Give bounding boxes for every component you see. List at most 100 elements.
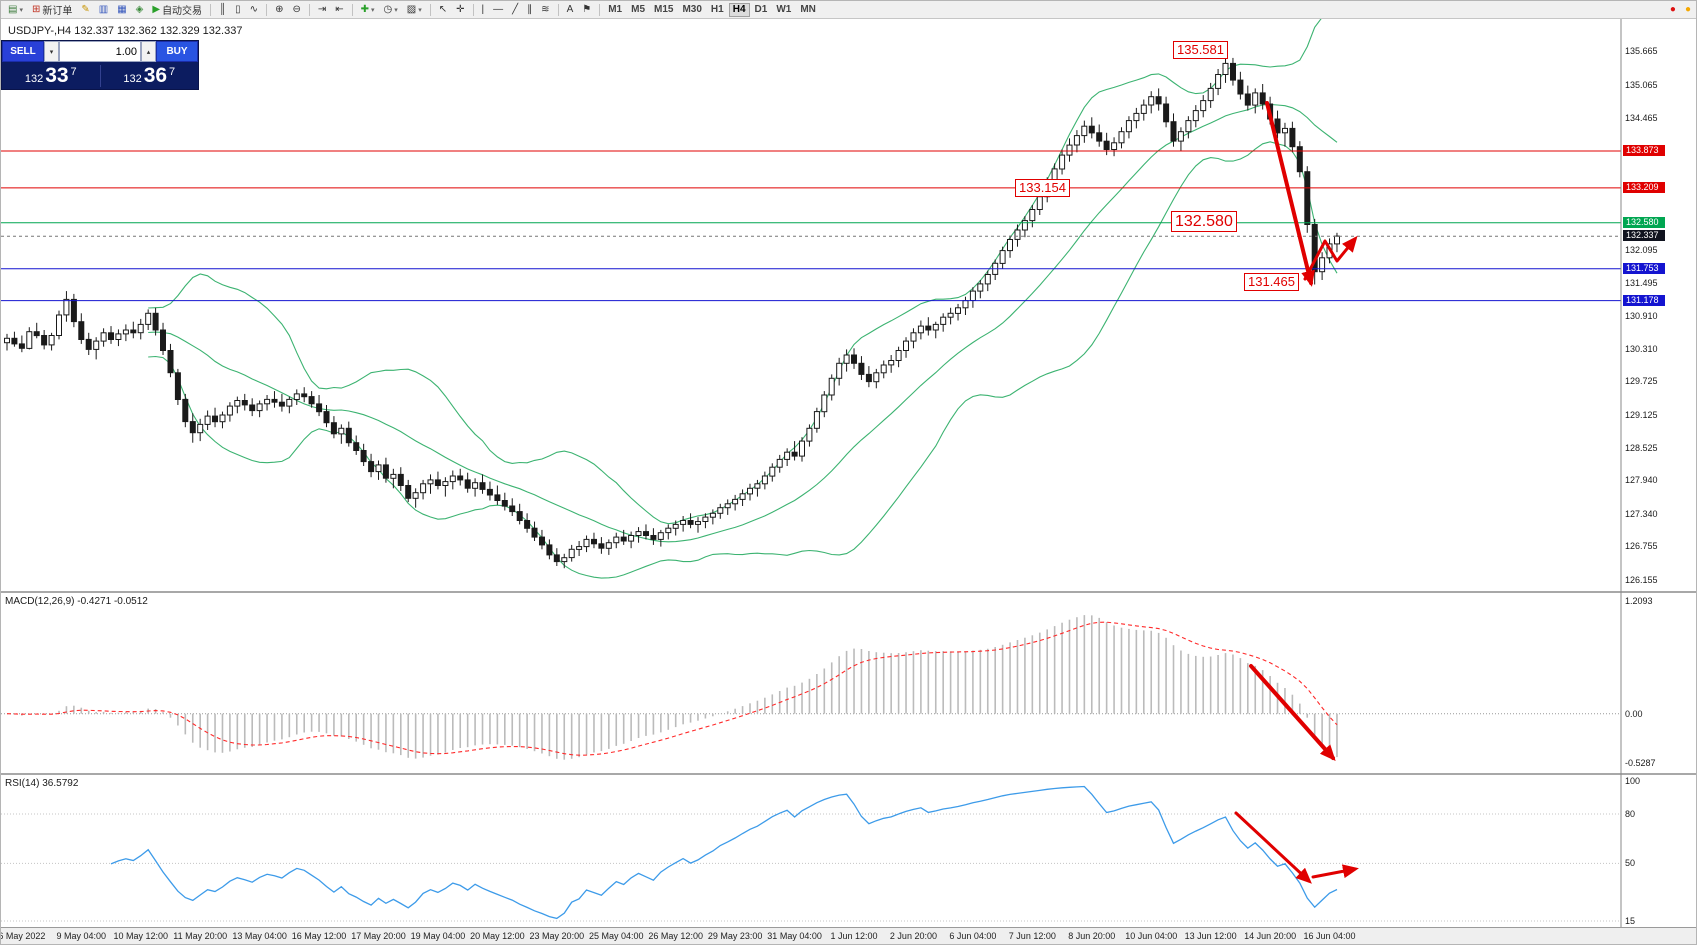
toolbar-separator (266, 3, 268, 16)
text-icon: A (566, 3, 574, 15)
macd-axis-label: -0.5287 (1625, 758, 1656, 768)
price-axis-label: 131.495 (1625, 278, 1658, 289)
periods-icon: ◷ (383, 3, 393, 15)
tf-m1-button[interactable]: M1 (604, 3, 626, 17)
new-chart-button[interactable]: ▤ ▾ (4, 2, 27, 18)
bar-chart-icon: ║ (219, 3, 227, 15)
time-axis-label: 6 Jun 04:00 (949, 931, 997, 941)
price-axis-label: 128.525 (1625, 443, 1658, 453)
market-watch-button[interactable]: ▥ (95, 2, 112, 18)
news-status-button[interactable]: ● (1681, 2, 1695, 18)
price-axis-label: 132.095 (1625, 244, 1658, 255)
trendline-button[interactable]: ╱ (508, 2, 522, 18)
volume-decrease-button[interactable]: ▾ (44, 41, 59, 62)
price-annotation-box[interactable]: 133.154 (1015, 179, 1070, 197)
price-annotation-box[interactable]: 132.580 (1171, 211, 1237, 233)
bid-pips: 33 (45, 64, 69, 87)
ask-pips: 36 (143, 64, 168, 87)
rsi-axis-label: 15 (1625, 916, 1636, 926)
time-axis-label: 7 Jun 12:00 (1008, 931, 1056, 941)
time-axis-label: 9 May 04:00 (56, 931, 107, 941)
price-axis-label: 130.310 (1625, 343, 1658, 354)
periods-button[interactable]: ◷ ▾ (380, 2, 402, 18)
trendline-icon: ╱ (512, 3, 519, 15)
candlestick-chart-button[interactable]: ▯ (231, 2, 245, 18)
bid-point: 7 (70, 66, 77, 78)
price-level-marker: 131.753 (1623, 262, 1665, 274)
tf-h1-button[interactable]: H1 (707, 3, 728, 17)
price-axis-label: 127.940 (1625, 475, 1658, 486)
autotrading-icon: ▶ (152, 3, 161, 15)
cursor-button[interactable]: ↖ (435, 2, 451, 18)
tf-d1-button[interactable]: D1 (751, 3, 772, 17)
autotrading-button[interactable]: ▶ 自动交易 (148, 2, 206, 18)
toolbar-separator (472, 3, 474, 16)
tf-w1-button[interactable]: W1 (772, 3, 795, 17)
macd-axis-label: 1.2093 (1625, 596, 1653, 606)
tf-m30-label: M30 (682, 4, 702, 15)
tf-h4-button[interactable]: H4 (728, 2, 750, 17)
toolbar-separator (429, 3, 431, 16)
new-order-button[interactable]: ⊞ 新订单 (28, 2, 76, 18)
equidistant-channel-icon: ∥ (527, 3, 533, 15)
tf-m1-label: M1 (608, 4, 623, 15)
ask-point: 7 (169, 66, 176, 78)
tf-m30-button[interactable]: M30 (678, 3, 705, 17)
chart-title: USDJPY-,H4 132.337 132.362 132.329 132.3… (8, 25, 243, 37)
time-axis-label: 17 May 20:00 (351, 931, 406, 941)
market-watch-icon: ▥ (98, 3, 109, 15)
metaeditor-button[interactable]: ✎ (77, 2, 93, 18)
indicators-button[interactable]: ✚ ▾ (357, 2, 379, 18)
rsi-label: RSI(14) 36.5792 (5, 778, 79, 789)
time-axis-label: 2 Jun 20:00 (889, 931, 937, 941)
volume-increase-button[interactable]: ▴ (141, 41, 156, 62)
crosshair-icon: ✛ (456, 3, 465, 15)
volume-input[interactable] (59, 41, 141, 62)
auto-scroll-button[interactable]: ⇥ (314, 2, 330, 18)
price-annotation-box[interactable]: 135.581 (1173, 41, 1228, 59)
vertical-line-button[interactable]: | (478, 2, 489, 18)
toolbar-separator (351, 3, 353, 16)
data-window-button[interactable]: ▦ (113, 2, 130, 18)
equidistant-channel-button[interactable]: ∥ (523, 2, 536, 18)
time-axis-label: 10 Jun 04:00 (1125, 931, 1178, 941)
new-chart-icon: ▤ (8, 3, 18, 15)
navigator-button[interactable]: ◈ (132, 2, 148, 18)
data-window-icon: ▦ (117, 3, 127, 15)
tf-d1-label: D1 (754, 4, 768, 15)
text-label-button[interactable]: ⚑ (578, 2, 595, 18)
price-level-marker: 133.873 (1623, 145, 1665, 156)
tf-mn-button[interactable]: MN (796, 3, 820, 17)
price-axis-label: 134.465 (1625, 113, 1658, 124)
horizontal-line-button[interactable]: — (489, 2, 507, 18)
time-axis-label: 26 May 12:00 (648, 931, 703, 941)
text-button[interactable]: A (563, 2, 578, 18)
time-axis-label: 14 Jun 20:00 (1244, 931, 1297, 941)
bar-chart-button[interactable]: ║ (215, 2, 230, 18)
rsi-axis-label: 80 (1625, 808, 1636, 819)
zoom-out-button[interactable]: ⊖ (288, 2, 304, 18)
connection-status-icon: ● (1669, 3, 1676, 15)
cursor-icon: ↖ (438, 3, 448, 15)
price-axis-label: 130.910 (1625, 310, 1658, 321)
price-annotation-box[interactable]: 131.465 (1244, 273, 1299, 291)
time-axis-label: 19 May 04:00 (410, 931, 466, 941)
line-chart-button[interactable]: ∿ (246, 2, 262, 18)
buy-button[interactable]: BUY (156, 41, 198, 62)
crosshair-button[interactable]: ✛ (452, 2, 468, 18)
tf-m5-button[interactable]: M5 (627, 3, 649, 17)
time-axis-label: 10 May 12:00 (113, 931, 169, 941)
sell-button[interactable]: SELL (2, 41, 44, 62)
tf-mn-label: MN (800, 4, 816, 15)
auto-scroll-icon: ⇥ (317, 3, 327, 15)
templates-button[interactable]: ▨ ▾ (403, 2, 426, 18)
fibonacci-button[interactable]: ≋ (537, 2, 553, 18)
tf-m15-button[interactable]: M15 (650, 3, 677, 17)
dropdown-arrow-icon: ▾ (418, 6, 422, 14)
connection-status-button[interactable]: ● (1666, 2, 1680, 18)
zoom-in-button[interactable]: ⊕ (271, 2, 287, 18)
chart-shift-button[interactable]: ⇤ (331, 2, 347, 18)
price-axis-label: 135.065 (1625, 79, 1658, 90)
